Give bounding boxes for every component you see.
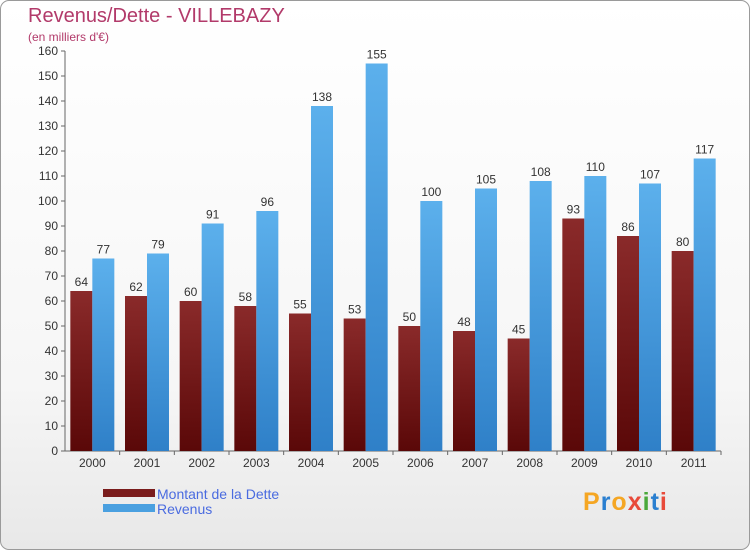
bar-revenus xyxy=(201,223,224,451)
data-label-dette: 93 xyxy=(567,203,581,217)
legend-label-revenus: Revenus xyxy=(157,501,213,517)
data-label-revenus: 77 xyxy=(97,243,111,257)
x-tick-label: 2005 xyxy=(352,456,379,470)
bar-revenus xyxy=(92,258,115,451)
y-tick-label: 160 xyxy=(38,44,58,58)
bar-revenus xyxy=(639,183,661,451)
data-label-revenus: 117 xyxy=(695,143,714,157)
data-label-dette: 80 xyxy=(676,235,690,249)
legend-swatch-revenus xyxy=(103,504,155,512)
bar-dette xyxy=(398,326,421,451)
data-label-dette: 53 xyxy=(348,303,362,317)
y-tick-label: 130 xyxy=(38,119,58,133)
y-tick-label: 80 xyxy=(45,244,59,258)
bar-revenus xyxy=(529,181,552,451)
y-tick-label: 150 xyxy=(38,69,58,83)
data-label-revenus: 79 xyxy=(151,238,165,252)
logo-letter: i xyxy=(642,488,651,516)
y-tick-label: 70 xyxy=(45,269,59,283)
data-label-revenus: 91 xyxy=(206,208,220,222)
bar-dette xyxy=(125,296,147,451)
bar-revenus xyxy=(420,201,443,451)
bar-revenus xyxy=(365,63,388,451)
data-label-revenus: 105 xyxy=(476,173,496,187)
logo-letter: P xyxy=(583,488,601,516)
bar-revenus xyxy=(475,188,497,451)
x-tick-label: 2001 xyxy=(134,456,161,470)
chart-subtitle: (en milliers d'€) xyxy=(28,30,109,44)
x-tick-label: 2003 xyxy=(243,456,270,470)
data-label-dette: 48 xyxy=(457,315,471,329)
y-tick-label: 30 xyxy=(45,369,59,383)
data-label-dette: 60 xyxy=(184,285,198,299)
x-tick-label: 2011 xyxy=(681,456,707,470)
y-tick-label: 140 xyxy=(38,94,58,108)
data-label-revenus: 108 xyxy=(531,165,551,179)
logo-letter: x xyxy=(627,488,643,516)
y-tick-label: 40 xyxy=(45,344,59,358)
bar-dette xyxy=(179,301,202,451)
x-tick-label: 2000 xyxy=(79,456,106,470)
y-tick-label: 20 xyxy=(45,394,59,408)
bar-dette xyxy=(562,218,585,451)
bar-dette xyxy=(70,291,93,451)
logo-letter: i xyxy=(659,488,668,516)
chart-title: Revenus/Dette - VILLEBAZY xyxy=(28,5,285,27)
data-label-dette: 86 xyxy=(621,220,635,234)
data-label-revenus: 138 xyxy=(312,90,332,104)
x-tick-label: 2002 xyxy=(188,456,215,470)
bar-revenus xyxy=(147,253,169,451)
data-label-dette: 62 xyxy=(129,280,143,294)
legend-label-dette: Montant de la Dette xyxy=(157,486,280,502)
bar-dette xyxy=(453,331,475,451)
x-tick-label: 2007 xyxy=(462,456,489,470)
y-tick-label: 10 xyxy=(45,419,59,433)
data-label-revenus: 155 xyxy=(367,48,387,62)
x-tick-label: 2008 xyxy=(516,456,543,470)
x-tick-label: 2009 xyxy=(571,456,598,470)
proxiti-logo: Proxiti xyxy=(583,488,668,517)
bar-dette xyxy=(507,338,530,451)
logo-letter: t xyxy=(650,488,660,516)
data-label-dette: 50 xyxy=(403,310,417,324)
bar-dette xyxy=(617,236,639,451)
logo-letter: r xyxy=(600,488,612,516)
y-tick-label: 100 xyxy=(38,194,58,208)
data-label-revenus: 110 xyxy=(586,160,605,174)
y-tick-label: 110 xyxy=(39,169,58,183)
bar-dette xyxy=(234,306,257,451)
x-tick-label: 2004 xyxy=(298,456,325,470)
logo-letter: o xyxy=(611,488,628,516)
bar-dette xyxy=(671,251,694,451)
legend-swatch-dette xyxy=(103,489,155,497)
y-tick-label: 50 xyxy=(45,319,59,333)
bar-revenus xyxy=(256,211,279,451)
y-tick-label: 90 xyxy=(45,219,59,233)
bar-revenus xyxy=(584,176,607,451)
y-tick-label: 60 xyxy=(45,294,59,308)
bar-revenus xyxy=(311,106,333,451)
bar-dette xyxy=(289,313,311,451)
x-tick-label: 2006 xyxy=(407,456,434,470)
y-tick-label: 0 xyxy=(51,444,58,458)
y-tick-label: 120 xyxy=(38,144,58,158)
x-tick-label: 2010 xyxy=(626,456,653,470)
data-label-revenus: 100 xyxy=(421,185,441,199)
bar-dette xyxy=(343,318,366,451)
data-label-dette: 55 xyxy=(293,298,307,312)
data-label-revenus: 96 xyxy=(261,195,275,209)
data-label-dette: 58 xyxy=(239,290,253,304)
data-label-revenus: 107 xyxy=(640,168,660,182)
data-label-dette: 45 xyxy=(512,323,526,337)
bar-revenus xyxy=(693,158,716,451)
data-label-dette: 64 xyxy=(75,275,89,289)
